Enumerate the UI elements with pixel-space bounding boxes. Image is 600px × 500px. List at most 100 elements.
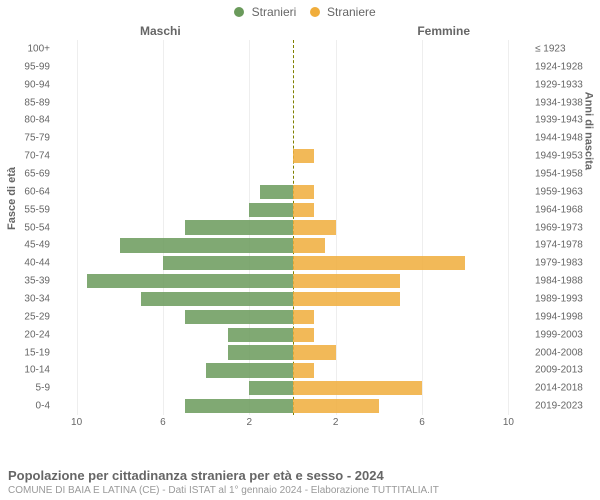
birth-year-label: 1954-1958	[530, 168, 583, 179]
bar-female	[293, 238, 325, 252]
age-label: 20-24	[24, 329, 55, 340]
birth-year-label: 1979-1983	[530, 258, 583, 269]
age-row: 25-291994-1998	[55, 308, 530, 326]
bar-female	[293, 363, 315, 377]
bar-male	[249, 381, 292, 395]
birth-year-label: 1984-1988	[530, 276, 583, 287]
age-row: 70-741949-1953	[55, 147, 530, 165]
age-row: 50-541969-1973	[55, 219, 530, 237]
birth-year-label: 1934-1938	[530, 97, 583, 108]
legend-swatch-female	[310, 7, 320, 17]
age-row: 95-991924-1928	[55, 58, 530, 76]
birth-year-label: 1994-1998	[530, 311, 583, 322]
age-label: 25-29	[24, 311, 55, 322]
birth-year-label: 2009-2013	[530, 365, 583, 376]
age-row: 45-491974-1978	[55, 236, 530, 254]
bar-male	[206, 363, 292, 377]
bar-female	[293, 274, 401, 288]
header-female: Femmine	[417, 24, 470, 38]
x-axis-ticks: 10622610	[55, 415, 530, 435]
bar-male	[141, 292, 292, 306]
x-tick: 2	[333, 417, 339, 428]
age-row: 40-441979-1983	[55, 254, 530, 272]
age-row: 100+≤ 1923	[55, 40, 530, 58]
bar-female	[293, 256, 466, 270]
chart-subtitle: COMUNE DI BAIA E LATINA (CE) - Dati ISTA…	[8, 485, 592, 496]
bar-female	[293, 292, 401, 306]
age-label: 60-64	[24, 186, 55, 197]
bar-female	[293, 220, 336, 234]
x-tick: 10	[71, 417, 82, 428]
age-row: 60-641959-1963	[55, 183, 530, 201]
age-label: 35-39	[24, 276, 55, 287]
population-pyramid-chart: Stranieri Straniere Maschi Femmine Fasce…	[0, 0, 600, 500]
age-row: 0-42019-2023	[55, 397, 530, 415]
birth-year-label: 1999-2003	[530, 329, 583, 340]
age-label: 85-89	[24, 97, 55, 108]
x-tick: 2	[247, 417, 253, 428]
bar-female	[293, 399, 379, 413]
x-tick: 10	[503, 417, 514, 428]
bar-female	[293, 328, 315, 342]
age-row: 75-791944-1948	[55, 129, 530, 147]
bar-male	[185, 310, 293, 324]
yaxis-title-right: Anni di nascita	[582, 92, 594, 170]
bar-male	[228, 345, 293, 359]
caption: Popolazione per cittadinanza straniera p…	[8, 468, 592, 496]
bar-male	[185, 220, 293, 234]
x-tick: 6	[160, 417, 166, 428]
legend-label-female: Straniere	[327, 5, 376, 19]
birth-year-label: 1939-1943	[530, 115, 583, 126]
age-row: 10-142009-2013	[55, 361, 530, 379]
chart-title: Popolazione per cittadinanza straniera p…	[8, 468, 592, 483]
birth-year-label: 1964-1968	[530, 204, 583, 215]
bar-male	[185, 399, 293, 413]
birth-year-label: 1949-1953	[530, 151, 583, 162]
age-row: 30-341989-1993	[55, 290, 530, 308]
bar-male	[260, 185, 292, 199]
legend-label-male: Stranieri	[252, 5, 297, 19]
age-label: 95-99	[24, 61, 55, 72]
birth-year-label: 2004-2008	[530, 347, 583, 358]
legend: Stranieri Straniere	[0, 4, 600, 19]
age-label: 40-44	[24, 258, 55, 269]
age-label: 75-79	[24, 133, 55, 144]
bar-female	[293, 310, 315, 324]
yaxis-title-left: Fasce di età	[6, 167, 18, 230]
birth-year-label: 1924-1928	[530, 61, 583, 72]
age-label: 10-14	[24, 365, 55, 376]
age-label: 80-84	[24, 115, 55, 126]
plot-area: 100+≤ 192395-991924-192890-941929-193385…	[55, 40, 530, 435]
age-label: 50-54	[24, 222, 55, 233]
bar-female	[293, 381, 423, 395]
age-label: 30-34	[24, 293, 55, 304]
bar-female	[293, 185, 315, 199]
header-male: Maschi	[140, 24, 181, 38]
age-row: 80-841939-1943	[55, 111, 530, 129]
birth-year-label: 1974-1978	[530, 240, 583, 251]
birth-year-label: 1944-1948	[530, 133, 583, 144]
birth-year-label: 1929-1933	[530, 79, 583, 90]
age-label: 15-19	[24, 347, 55, 358]
age-row: 20-241999-2003	[55, 326, 530, 344]
age-label: 70-74	[24, 151, 55, 162]
age-label: 100+	[27, 43, 55, 54]
age-row: 65-691954-1958	[55, 165, 530, 183]
age-row: 90-941929-1933	[55, 76, 530, 94]
birth-year-label: 1959-1963	[530, 186, 583, 197]
age-row: 55-591964-1968	[55, 201, 530, 219]
age-label: 65-69	[24, 168, 55, 179]
bar-rows: 100+≤ 192395-991924-192890-941929-193385…	[55, 40, 530, 415]
age-label: 5-9	[36, 383, 55, 394]
age-row: 15-192004-2008	[55, 344, 530, 362]
birth-year-label: 1969-1973	[530, 222, 583, 233]
legend-swatch-male	[234, 7, 244, 17]
birth-year-label: 2019-2023	[530, 401, 583, 412]
age-row: 85-891934-1938	[55, 94, 530, 112]
birth-year-label: 1989-1993	[530, 293, 583, 304]
age-label: 90-94	[24, 79, 55, 90]
bar-female	[293, 149, 315, 163]
age-row: 35-391984-1988	[55, 272, 530, 290]
bar-male	[87, 274, 292, 288]
age-label: 0-4	[36, 401, 55, 412]
